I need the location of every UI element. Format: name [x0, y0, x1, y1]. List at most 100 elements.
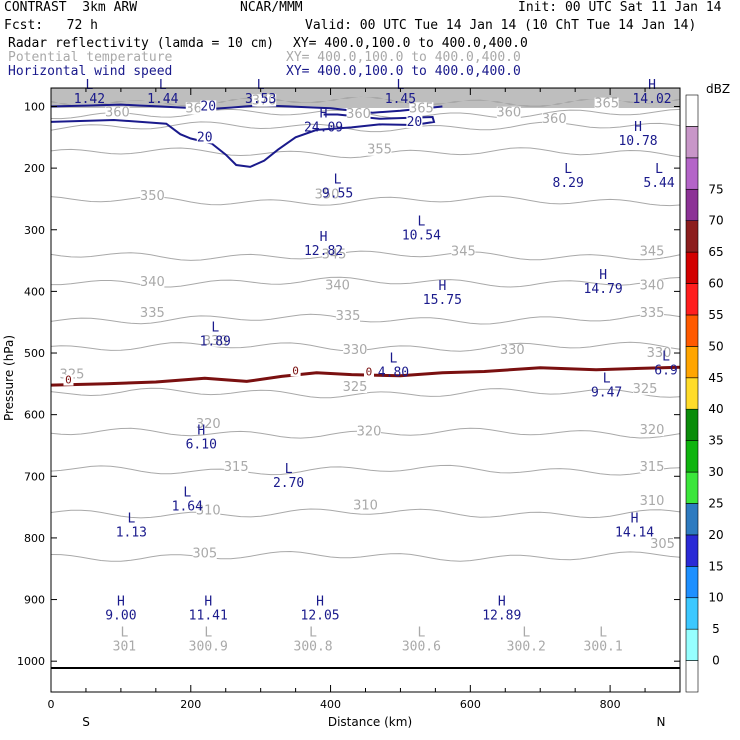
hl-type-label: H — [648, 78, 656, 93]
y-tick-label: 500 — [24, 347, 45, 360]
surface-value-label: 301 — [113, 640, 136, 655]
theta-label-bg — [325, 279, 350, 292]
hl-value-label: 6.10 — [186, 437, 217, 452]
hl-value-label: 14.79 — [584, 282, 623, 297]
theta-label-bg — [252, 94, 277, 107]
theta-contour-305 — [50, 550, 681, 562]
colorbar-level: 70 — [708, 214, 723, 228]
zero-label: 0 — [292, 364, 299, 377]
theta-contour-325 — [50, 387, 681, 399]
theta-label-bg — [640, 279, 665, 292]
y-tick-label: 700 — [24, 470, 45, 483]
colorbar-level: 55 — [708, 308, 723, 322]
hl-type-label: L — [86, 78, 94, 93]
theta-label-bg — [224, 461, 249, 474]
colorbar-unit: dBZ — [706, 82, 730, 96]
theta-label-bg — [346, 107, 371, 120]
hl-value-label: 12.82 — [304, 244, 343, 259]
theta-label: 350 — [140, 189, 165, 204]
theta-label: 360 — [542, 112, 567, 127]
theta-label-bg — [203, 334, 228, 347]
hl-type-label: H — [204, 595, 212, 610]
colorbar-level: 60 — [708, 277, 723, 291]
hl-type-label: H — [117, 595, 125, 610]
colorbar-level: 45 — [708, 371, 723, 385]
hl-value-label: 9.00 — [105, 609, 136, 624]
hl-value-label: 14.02 — [632, 92, 671, 107]
theta-contour-310 — [50, 508, 681, 519]
hl-value-label: 10.78 — [618, 134, 657, 149]
colorbar-swatch — [685, 283, 699, 316]
surface-type-label: L — [204, 626, 212, 641]
hl-type-label: L — [417, 214, 425, 229]
field-theta-xy: XY= 400.0,100.0 to 400.0,400.0 — [286, 50, 521, 65]
theta-label: 335 — [336, 309, 361, 324]
colorbar-swatch — [685, 628, 699, 661]
theta-label: 330 — [647, 346, 672, 361]
source-label: NCAR/MMM — [240, 0, 303, 15]
colorbar-level: 40 — [708, 402, 723, 416]
hl-value-label: 3.53 — [245, 92, 276, 107]
surface-type-label: L — [599, 626, 607, 641]
y-tick-label: 900 — [24, 594, 45, 607]
hl-value-label: 2.70 — [273, 476, 304, 491]
theta-label: 315 — [640, 460, 665, 475]
theta-label: 305 — [650, 537, 675, 552]
hl-value-label: 1.42 — [74, 92, 105, 107]
colorbar-swatch — [685, 377, 699, 410]
theta-label-bg — [650, 538, 675, 551]
zero-wind-line — [50, 365, 681, 387]
theta-label: 360 — [105, 106, 130, 121]
theta-label: 335 — [140, 306, 165, 321]
x-tick-label: 600 — [460, 698, 481, 711]
hl-type-label: H — [599, 268, 607, 283]
colorbar-level: 20 — [708, 528, 723, 542]
field-theta-name: Potential temperature — [8, 50, 173, 65]
wind-label-bg — [406, 115, 423, 128]
theta-contours — [50, 88, 681, 562]
theta-label: 330 — [500, 343, 525, 358]
y-tick-label: 400 — [24, 285, 45, 298]
theta-label: 365 — [594, 96, 619, 111]
hl-value-label: 15.75 — [423, 293, 462, 308]
hl-type-label: L — [257, 78, 265, 93]
x-tick-label: 0 — [48, 698, 55, 711]
theta-label: 335 — [640, 306, 665, 321]
hl-type-label: H — [634, 120, 642, 135]
wind-20-contour-upper — [50, 103, 443, 114]
hl-value-label: 1.45 — [385, 92, 416, 107]
field-wind-xy: XY= 400.0,100.0 to 400.0,400.0 — [286, 64, 521, 79]
theta-contour-345 — [50, 250, 681, 261]
colorbar-swatch — [685, 566, 699, 599]
hl-type-label: H — [197, 423, 205, 438]
theta-label: 310 — [353, 498, 378, 513]
hl-value-label: 1.44 — [147, 92, 178, 107]
theta-contour-355 — [50, 147, 681, 159]
y-tick-label: 200 — [24, 162, 45, 175]
hl-value-label: 10.54 — [402, 228, 441, 243]
surface-value-label: 300.8 — [294, 640, 333, 655]
y-tick-label: 100 — [24, 100, 45, 113]
surface-type-label: L — [120, 626, 128, 641]
colorbar-swatch — [685, 503, 699, 536]
zero-label-bg — [290, 365, 301, 377]
theta-label: 345 — [640, 244, 665, 259]
hl-value-label: 6.9 — [654, 363, 677, 378]
program-title: CONTRAST 3km ARW — [4, 0, 138, 15]
theta-label-bg — [140, 276, 165, 289]
theta-label-bg — [640, 495, 665, 508]
colorbar-level: 30 — [708, 465, 723, 479]
colorbar-level: 5 — [712, 622, 720, 636]
colorbar-swatch — [685, 408, 699, 441]
x-tick-label: 200 — [180, 698, 201, 711]
theta-label: 320 — [640, 423, 665, 438]
hl-type-label: L — [285, 462, 293, 477]
hl-type-label: H — [316, 595, 324, 610]
y-tick-label: 300 — [24, 224, 45, 237]
theta-label: 340 — [640, 278, 665, 293]
wind-label-bg — [200, 100, 217, 113]
surface-type-label: L — [309, 626, 317, 641]
theta-label-bg — [353, 499, 378, 512]
forecast-hour: Fcst: 72 h — [4, 18, 98, 33]
